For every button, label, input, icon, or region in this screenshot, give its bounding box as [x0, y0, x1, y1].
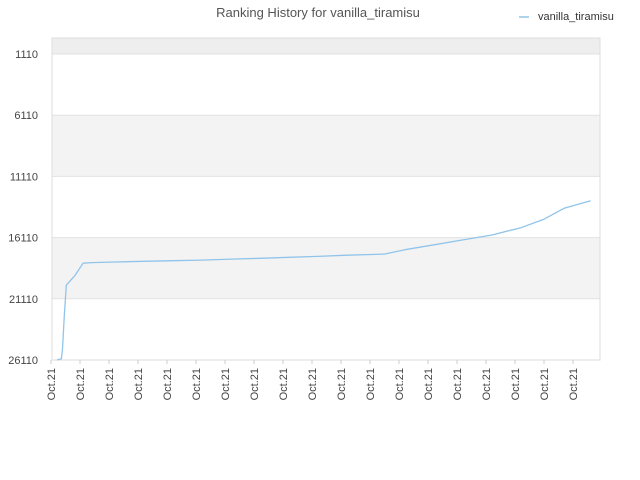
- x-axis-ticks: Oct.21 Oct.21 Oct.21 Oct.21 Oct.21 Oct.21 Oct.…: [46, 360, 580, 400]
- plot-band-top: [52, 38, 600, 54]
- plot-band: [52, 298, 600, 360]
- x-tick-label: Oct.21: [220, 368, 232, 400]
- plot-band: [52, 54, 600, 116]
- x-tick-label: Oct.21: [278, 368, 290, 400]
- x-tick-label: Oct.21: [365, 368, 377, 400]
- x-tick-label: Oct.21: [162, 368, 174, 400]
- series-line-vanilla-tiramisu: [56, 200, 591, 361]
- x-tick-label: Oct.21: [568, 368, 580, 400]
- x-tick-label: Oct.21: [481, 368, 493, 400]
- x-tick-label: Oct.21: [249, 368, 261, 400]
- x-tick-label: Oct.21: [394, 368, 406, 400]
- plot-band: [52, 237, 600, 299]
- x-tick-label: Oct.21: [191, 368, 203, 400]
- y-tick-label: 26110: [8, 355, 38, 367]
- x-tick-label: Oct.21: [75, 368, 87, 400]
- x-tick-label: Oct.21: [133, 368, 145, 400]
- y-axis-ticks: 1110 6110 11110 16110 21110 26110: [8, 49, 38, 367]
- x-tick-label: Oct.21: [336, 368, 348, 400]
- plot-frame: [51, 37, 601, 361]
- x-tick-label: Oct.21: [46, 368, 58, 400]
- y-tick-label: 16110: [8, 233, 38, 245]
- legend: vanilla_tiramisu: [519, 11, 614, 23]
- x-tick-label: Oct.21: [452, 368, 464, 400]
- legend-label: vanilla_tiramisu: [538, 11, 614, 23]
- plot-band: [52, 115, 600, 177]
- x-tick-label: Oct.21: [510, 368, 522, 400]
- x-tick-label: Oct.21: [539, 368, 551, 400]
- y-tick-label: 11110: [10, 171, 38, 183]
- y-tick-label: 21110: [9, 294, 38, 306]
- y-tick-label: 6110: [14, 110, 38, 122]
- x-tick-label: Oct.21: [423, 368, 435, 400]
- chart-title: Ranking History for vanilla_tiramisu: [216, 5, 420, 20]
- x-tick-label: Oct.21: [104, 368, 116, 400]
- plot-band: [52, 176, 600, 238]
- y-tick-label: 1110: [15, 49, 38, 61]
- x-tick-label: Oct.21: [307, 368, 319, 400]
- plot-bands: [52, 38, 600, 360]
